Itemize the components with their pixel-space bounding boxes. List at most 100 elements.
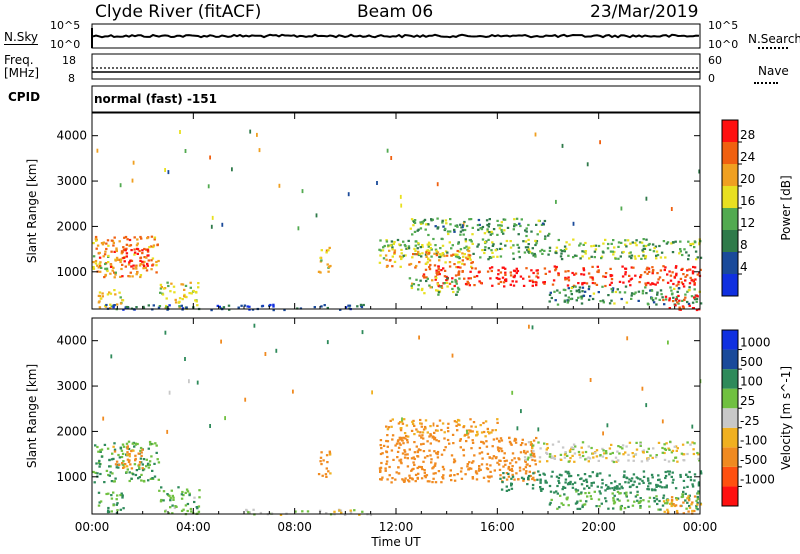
heatmap-cell — [638, 241, 642, 244]
heatmap-cell — [624, 273, 627, 276]
heatmap-cell — [371, 390, 373, 395]
heatmap-cell — [679, 250, 682, 253]
heatmap-cell — [406, 465, 410, 468]
freq-label-2: [MHz] — [4, 66, 40, 80]
heatmap-cell — [465, 245, 468, 248]
colorbar-tick-label: 20 — [740, 172, 755, 186]
heatmap-cell — [630, 294, 633, 297]
heatmap-cell — [502, 476, 506, 479]
heatmap-cell — [209, 424, 211, 428]
heatmap-cell — [253, 323, 256, 328]
heatmap-cell — [563, 250, 566, 253]
heatmap-cell — [444, 446, 447, 449]
heatmap-cell — [407, 435, 410, 438]
heatmap-cell — [401, 478, 404, 481]
heatmap-cell — [698, 459, 701, 462]
heatmap-cell — [485, 440, 488, 443]
heatmap-cell — [248, 308, 251, 311]
heatmap-cells — [92, 323, 703, 517]
heatmap-cell — [185, 306, 188, 309]
heatmap-cell — [425, 276, 428, 279]
heatmap-cell — [613, 480, 617, 483]
heatmap-cell — [476, 224, 480, 227]
heatmap-cell — [136, 442, 139, 446]
heatmap-cell — [512, 269, 516, 272]
heatmap-cell — [646, 488, 649, 491]
heatmap-cell — [564, 451, 567, 454]
heatmap-cell — [130, 467, 134, 470]
heatmap-cell — [608, 487, 611, 490]
heatmap-cell — [655, 303, 658, 306]
heatmap-cell — [115, 466, 118, 469]
heatmap-cell — [646, 477, 650, 480]
heatmap-cell — [524, 472, 528, 475]
heatmap-cell — [581, 295, 584, 298]
heatmap-cell — [398, 436, 401, 439]
heatmap-cell — [92, 266, 95, 269]
heatmap-cell — [542, 472, 545, 475]
heatmap-cell — [677, 283, 680, 286]
heatmap-cell — [151, 263, 155, 266]
heatmap-cell — [503, 229, 506, 232]
heatmap-cell — [429, 425, 432, 428]
heatmap-cell — [158, 305, 162, 308]
heatmap-cell — [591, 276, 594, 279]
heatmap-cell — [385, 240, 389, 243]
heatmap-cell — [472, 421, 476, 424]
heatmap-cell — [486, 230, 489, 233]
heatmap-cell — [113, 271, 116, 274]
heatmap-cell — [454, 280, 457, 283]
heatmap-cell — [697, 481, 701, 484]
heatmap-cell — [667, 447, 670, 450]
heatmap-cell — [387, 244, 390, 247]
heatmap-cell — [428, 259, 432, 262]
heatmap-cell — [628, 478, 631, 481]
heatmap-cell — [693, 266, 697, 269]
heatmap-cell — [683, 248, 686, 251]
heatmap-cell — [564, 470, 567, 473]
heatmap-cell — [491, 241, 494, 244]
heatmap-cell — [664, 298, 668, 301]
heatmap-cell — [451, 280, 454, 283]
heatmap-cell — [398, 459, 401, 462]
heatmap-cell — [605, 457, 608, 460]
heatmap-cell — [650, 488, 654, 491]
heatmap-cell — [666, 511, 670, 515]
heatmap-cell — [620, 297, 623, 301]
heatmap-cell — [630, 477, 634, 480]
heatmap-cell — [115, 247, 118, 250]
heatmap-cell — [394, 478, 397, 481]
heatmap-cell — [687, 499, 691, 502]
heatmap-cell — [573, 273, 576, 276]
heatmap-cell — [687, 495, 690, 498]
heatmap-cell — [548, 300, 551, 303]
heatmap-cell — [695, 308, 699, 312]
heatmap-cell — [391, 438, 394, 441]
heatmap-cell — [516, 426, 519, 431]
heatmap-cell — [563, 453, 567, 456]
heatmap-cell — [671, 471, 674, 474]
heatmap-cell — [688, 506, 692, 509]
heatmap-cell — [622, 475, 626, 479]
heatmap-cell — [651, 299, 655, 302]
heatmap-cell — [147, 304, 150, 307]
heatmap-cell — [189, 507, 193, 511]
heatmap-cell — [457, 242, 460, 245]
heatmap-cell — [436, 289, 440, 292]
heatmap-cell — [125, 305, 128, 309]
heatmap-cell — [329, 472, 332, 475]
heatmap-cell — [613, 488, 616, 491]
heatmap-cell — [471, 242, 474, 245]
heatmap-cell — [616, 487, 619, 490]
heatmap-cell — [674, 445, 678, 448]
heatmap-cell — [674, 266, 678, 269]
heatmap-cell — [162, 287, 166, 290]
velocity-panel: 00:00 04:00 08:00 12:00 16:00 20:00 00:0010002… — [25, 317, 717, 549]
heatmap-cell — [192, 289, 195, 293]
heatmap-cell — [536, 272, 539, 275]
heatmap-cell — [644, 244, 648, 248]
heatmap-cell — [642, 481, 645, 484]
heatmap-cell — [498, 447, 501, 450]
heatmap-cell — [572, 284, 576, 287]
heatmap-cell — [452, 461, 456, 464]
